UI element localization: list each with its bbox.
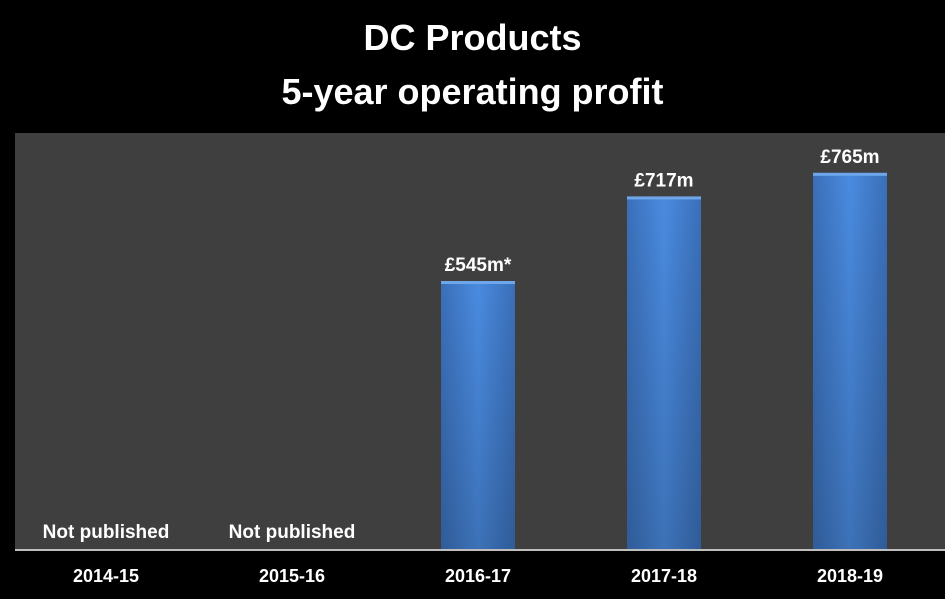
data-label-2017-18: £717m (634, 170, 693, 191)
bar-chart: Not published Not published £545m* £717m £76… (43, 147, 887, 550)
chart-title: DC Products (363, 17, 582, 58)
chart-subtitle: 5-year operating profit (281, 71, 664, 112)
bar-shade-2018-19 (813, 172, 887, 550)
x-tick-label: 2018-19 (816, 566, 884, 586)
x-tick-label: 2016-17 (444, 566, 512, 586)
data-label-2015-16: Not published (229, 522, 356, 543)
data-label-2018-19: £765m (820, 147, 879, 168)
bar-shade-2016-17 (441, 281, 515, 549)
x-tick-label: 2014-15 (72, 566, 140, 586)
bar-top-2018-19 (813, 172, 887, 176)
x-tick-label: 2017-18 (630, 566, 698, 586)
bar-top-2016-17 (441, 281, 515, 285)
plot-area: Not published Not published £545m* £717m £76… (15, 133, 945, 551)
data-label-2014-15: Not published (43, 522, 170, 543)
x-tick-label: 2015-16 (258, 566, 326, 586)
data-label-2016-17: £545m* (445, 255, 512, 276)
x-axis-line (15, 549, 945, 551)
bar-shade-2017-18 (627, 196, 701, 549)
bar-top-2017-18 (627, 196, 701, 200)
